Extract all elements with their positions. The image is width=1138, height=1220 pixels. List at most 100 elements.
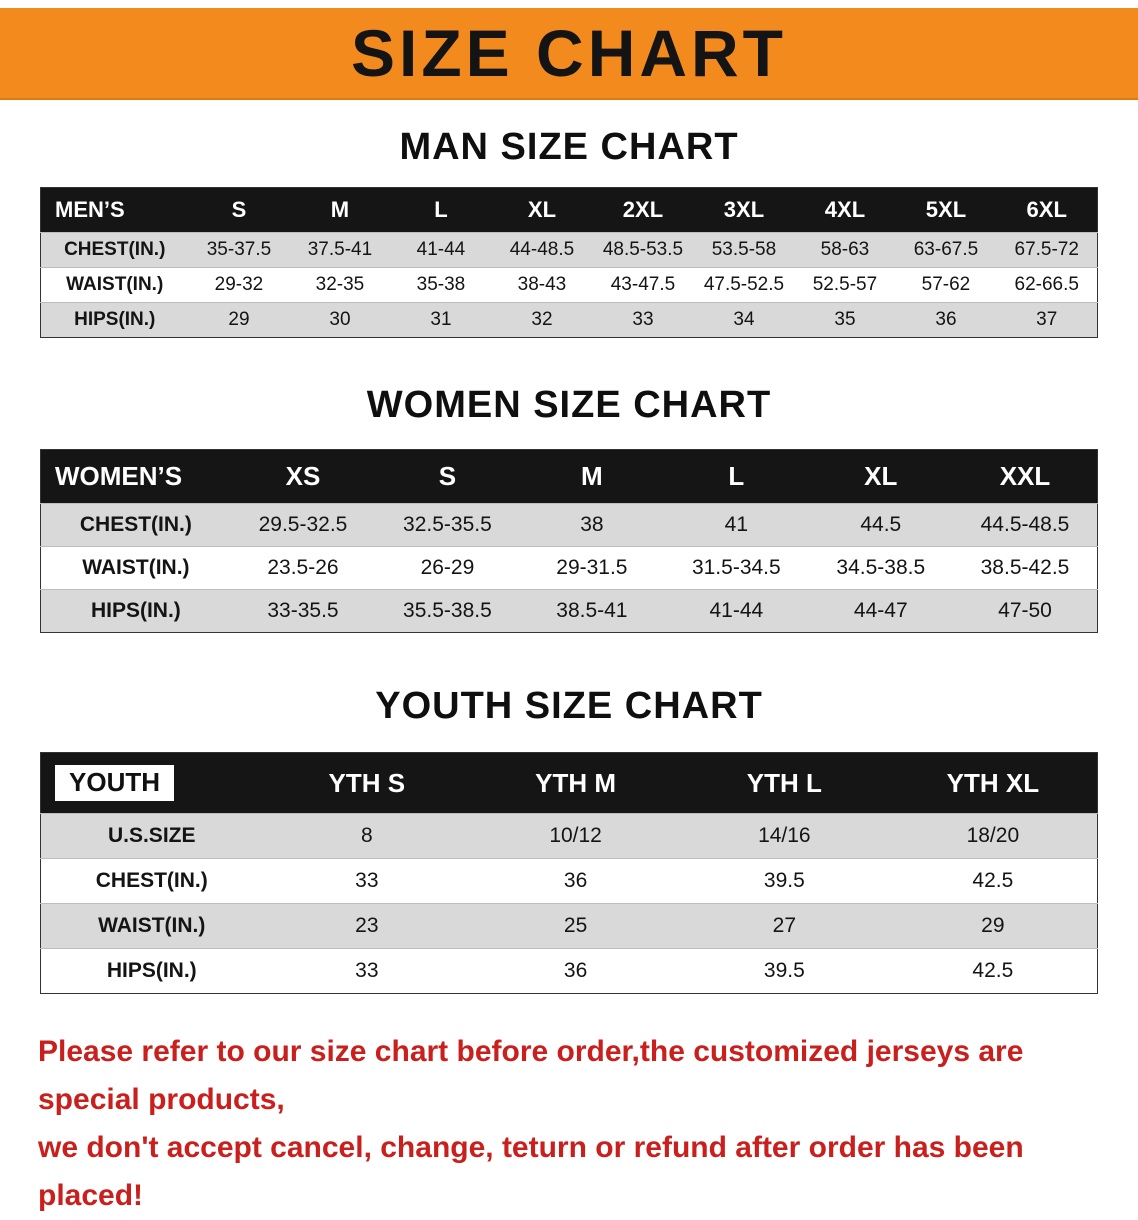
size-value-cell: 29-31.5 [556,556,628,579]
men-section-title: MAN SIZE CHART [399,126,739,168]
size-value-cell: 57-62 [921,274,971,295]
banner-title: SIZE CHART [351,16,787,90]
size-column-header: XL [808,449,954,504]
size-value-cell: 26-29 [420,556,475,579]
row-label: CHEST(IN.) [95,869,208,892]
size-value-cell: 53.5-58 [711,239,777,260]
size-value-cell: 44-48.5 [509,239,575,260]
size-value-cell: 35.5-38.5 [403,599,492,622]
table-row: CHEST(IN.) 29.5-32.5 32.5-35.5 38 41 44.5 44.5… [40,503,1098,547]
size-value-cell: 42.5 [972,869,1014,892]
youth-section-title: YOUTH SIZE CHART [375,685,763,727]
size-value-cell: 34.5-38.5 [836,556,926,579]
table-corner-header: WOMEN’S [40,449,231,504]
size-value-cell: 36 [563,959,588,982]
size-column-header: YTH XL [888,752,1098,814]
size-value-cell: 38 [580,513,604,536]
size-value-cell: 38.5-42.5 [980,556,1070,579]
table-row: WAIST(IN.) 23 25 27 29 [40,903,1098,949]
women-size-table: WOMEN’S XS S M L XL XXL CHEST(IN.) 29.5-32.5 32.5… [40,449,1098,633]
footer-note: Please refer to our size chart before or… [38,1028,1100,1220]
row-label: HIPS(IN.) [74,309,156,330]
size-column-header: 3XL [693,187,795,233]
size-column-header: L [390,187,492,233]
size-column-header: 4XL [794,187,896,233]
size-value-cell: 29.5-32.5 [258,513,348,536]
footer-note-line-2: we don't accept cancel, change, teturn o… [38,1131,1024,1212]
size-value-cell: 44-47 [853,599,908,622]
men-size-table: MEN’S S M L XL 2XL 3XL 4XL 5XL 6XL CHEST(IN.) 35-37… [40,187,1098,338]
size-column-header: 6XL [996,187,1098,233]
size-value-cell: 39.5 [763,869,805,892]
size-value-cell: 29-32 [214,274,264,295]
row-label: HIPS(IN.) [106,959,197,982]
table-row: WAIST(IN.) 23.5-26 26-29 29-31.5 31.5-34.5 34… [40,546,1098,590]
table-corner-header: MEN’S [40,187,189,233]
table-row: CHEST(IN.) 33 36 39.5 42.5 [40,858,1098,904]
size-value-cell: 23 [355,914,379,937]
size-value-cell: 18/20 [966,824,1020,847]
corner-chip-label: YOUTH [55,765,174,801]
size-value-cell: 37 [1036,309,1058,330]
table-header-row: YOUTH YTH S YTH M YTH L YTH XL [40,752,1098,814]
size-value-cell: 62-66.5 [1014,274,1079,295]
size-value-cell: 44.5 [860,513,902,536]
youth-size-table: YOUTH YTH S YTH M YTH L YTH XL U.S.SIZE 8 10/12… [40,752,1098,994]
row-label: HIPS(IN.) [90,599,181,622]
size-column-header: S [188,187,290,233]
size-value-cell: 33 [355,959,379,982]
size-column-header: 5XL [895,187,997,233]
women-section-title: WOMEN SIZE CHART [366,384,772,426]
size-value-cell: 41-44 [709,599,764,622]
size-value-cell: 31 [430,309,452,330]
table-header-row: MEN’S S M L XL 2XL 3XL 4XL 5XL 6XL [40,187,1098,233]
size-value-cell: 29 [981,914,1005,937]
row-label: CHEST(IN.) [64,239,166,260]
footer-note-line-1: Please refer to our size chart before or… [38,1035,1024,1116]
size-value-cell: 38.5-41 [556,599,628,622]
size-value-cell: 63-67.5 [913,239,979,260]
size-value-cell: 41 [724,513,749,536]
size-value-cell: 30 [329,309,351,330]
size-value-cell: 32-35 [315,274,365,295]
size-column-header: S [375,449,520,504]
size-value-cell: 41-44 [416,239,466,260]
row-label: U.S.SIZE [107,824,196,847]
size-column-header: M [519,449,665,504]
size-value-cell: 35 [834,309,856,330]
size-value-cell: 33 [632,309,654,330]
size-value-cell: 35-37.5 [206,239,272,260]
row-label: WAIST(IN.) [82,556,190,579]
size-value-cell: 34 [733,309,755,330]
size-column-header: XS [230,449,376,504]
size-column-header: YTH S [262,752,472,814]
size-value-cell: 32.5-35.5 [403,513,492,536]
size-value-cell: 8 [361,824,373,847]
men-size-section: MAN SIZE CHART MEN’S S M L XL 2XL 3XL 4XL 5XL 6XL… [0,126,1138,338]
size-value-cell: 47-50 [998,599,1052,622]
size-column-header: YTH L [679,752,889,814]
table-row: HIPS(IN.) 29 30 31 32 33 34 35 36 37 [40,302,1098,338]
size-value-cell: 31.5-34.5 [691,556,781,579]
size-value-cell: 32 [531,309,553,330]
table-row: HIPS(IN.) 33-35.5 35.5-38.5 38.5-41 41-44 44-… [40,589,1098,633]
size-value-cell: 42.5 [972,959,1014,982]
size-value-cell: 14/16 [758,824,811,847]
size-value-cell: 35-38 [416,274,466,295]
size-value-cell: 48.5-53.5 [602,239,684,260]
row-label: WAIST(IN.) [98,914,206,937]
size-value-cell: 47.5-52.5 [703,274,785,295]
size-value-cell: 52.5-57 [812,274,878,295]
banner: SIZE CHART [0,8,1138,100]
size-value-cell: 33 [355,869,379,892]
row-label: CHEST(IN.) [79,513,192,536]
size-column-header: XXL [953,449,1098,504]
size-value-cell: 58-63 [820,239,870,260]
size-value-cell: 29 [228,309,250,330]
row-label: WAIST(IN.) [66,274,164,295]
table-row: HIPS(IN.) 33 36 39.5 42.5 [40,948,1098,994]
table-corner-header: YOUTH [40,752,263,814]
size-value-cell: 25 [563,914,588,937]
size-value-cell: 23.5-26 [267,556,339,579]
size-value-cell: 36 [563,869,588,892]
